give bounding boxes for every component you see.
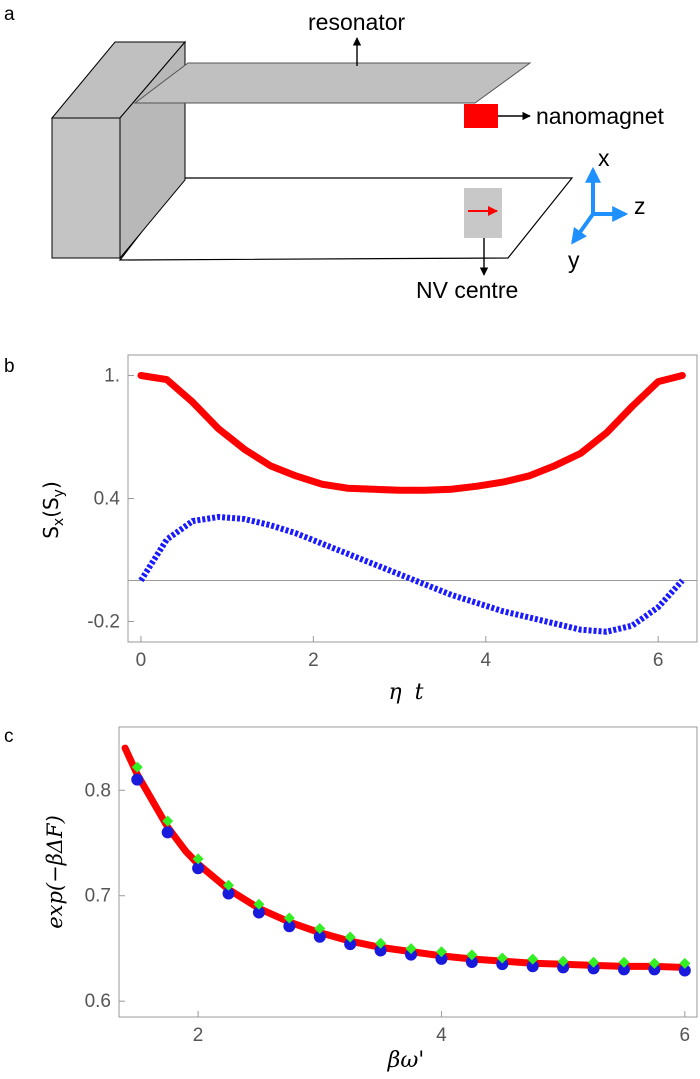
- substrate-plane: [118, 177, 574, 261]
- panel-c-series-blue-points-point-7: [344, 938, 357, 951]
- panel-c-series-green-points-point-6: [314, 923, 326, 935]
- panel-c-series-green-points-point-4: [253, 898, 265, 910]
- coordinate-axes: x z y: [568, 145, 646, 273]
- panel-c-series-green-points-point-1: [162, 815, 174, 827]
- panel-c-series-green-points-point-7: [344, 931, 356, 943]
- nv-centre-box: [464, 188, 502, 238]
- panel-c-series-blue-points-point-13: [526, 960, 539, 973]
- panel-b-frame: [127, 354, 698, 643]
- panel-c-series-blue-points-point-15: [587, 962, 600, 975]
- panel-c-series-blue-points-point-6: [313, 930, 326, 943]
- panel-c-series-green-points-point-10: [435, 946, 447, 958]
- panel-c-series-green-points-point-2: [192, 853, 204, 865]
- panel-c-series-blue-points-point-4: [252, 906, 265, 919]
- panel-c-ytick-label-0: 0.6: [85, 991, 111, 1012]
- panel-b-xtick-label-3: 6: [653, 650, 664, 671]
- panel-c-series-green-points-point-11: [466, 949, 478, 961]
- panel-b-xlabel-t: t: [415, 680, 424, 705]
- panel-c-series-green-points-point-17: [648, 957, 660, 969]
- panel-c-series-analytic-line: [121, 744, 689, 971]
- panel-c-series-green-points-point-14: [557, 955, 569, 967]
- panel-c-series-blue-points-point-2: [192, 862, 205, 875]
- panel-label-c: c: [4, 726, 14, 747]
- panel-c-series-blue-points-point-5: [283, 920, 296, 933]
- resonator-label: resonator: [308, 9, 406, 35]
- panel-c-xtick-label-2: 6: [680, 1025, 691, 1046]
- panel-c-series-green-points-point-15: [588, 956, 600, 968]
- panel-c-series-green-points-point-16: [618, 956, 630, 968]
- panel-c-frame: [118, 726, 698, 1018]
- panel-c-series-blue-points-point-9: [405, 948, 418, 961]
- panel-b-xlabel: η t: [388, 680, 423, 705]
- panel-b-ylabel-sub-y: y: [51, 489, 67, 497]
- panel-b-series-sy-line: [138, 513, 685, 635]
- panel-c-chart: c 2 4 6 0.6 0.7 0.8 βω' exp(−βΔF): [4, 726, 698, 1073]
- panel-b-ticks: 0 2 4 6 1. 0.4 -0.2: [87, 366, 663, 672]
- panel-b-chart: b 0 2 4 6 1. 0.4 -0.2 η t Sx(Sy): [4, 354, 698, 705]
- panel-b-ylabel: Sx(Sy): [39, 481, 67, 539]
- panel-b-ytick-label-0: 1.: [104, 366, 120, 387]
- panel-c-series-green-points-point-5: [283, 912, 295, 924]
- panel-c-series-blue-points-point-14: [557, 961, 570, 974]
- panel-c-series: [121, 744, 691, 977]
- panel-a-diagram: a nanomagnet resonator NV centre x z y: [4, 4, 664, 303]
- x-axis-label: x: [598, 145, 610, 171]
- panel-label-b: b: [4, 356, 15, 377]
- panel-label-a: a: [4, 4, 15, 25]
- panel-c-xtick-label-1: 4: [436, 1025, 447, 1046]
- z-axis-label: z: [634, 193, 646, 219]
- panel-c-ticks: 2 4 6 0.6 0.7 0.8: [85, 780, 691, 1046]
- nanomagnet-label: nanomagnet: [536, 103, 664, 129]
- panel-b-series-sx-line: [137, 372, 686, 494]
- panel-c-series-blue-points-point-1: [161, 826, 174, 839]
- panel-c-series-blue-points-point-0: [131, 773, 144, 786]
- panel-c-series-green-points-point-13: [527, 953, 539, 965]
- panel-c-series-green-points-point-3: [223, 879, 235, 891]
- panel-b-ylabel-open: (S: [39, 497, 63, 518]
- panel-c-series-green-points-point-12: [496, 952, 508, 964]
- support-block-front: [51, 117, 121, 259]
- panel-c-xtick-label-0: 2: [193, 1025, 204, 1046]
- nanomagnet: [464, 104, 498, 128]
- panel-c-series-green-points-point-8: [375, 937, 387, 949]
- panel-b-xtick-label-2: 4: [480, 650, 491, 671]
- panel-b-xtick-label-0: 0: [136, 650, 147, 671]
- panel-c-series-blue-points-point-10: [435, 952, 448, 965]
- panel-c-xlabel: βω': [387, 1048, 425, 1073]
- panel-c-ytick-label-2: 0.8: [85, 780, 111, 801]
- resonator-beam: [133, 62, 532, 104]
- panel-b-xtick-label-1: 2: [308, 650, 319, 671]
- panel-b-ylabel-close: ): [39, 481, 63, 489]
- panel-c-series-blue-points-point-8: [374, 944, 387, 957]
- panel-c-series-blue-points-point-17: [648, 963, 661, 976]
- panel-c-series-blue-points-point-12: [496, 958, 509, 971]
- panel-c-series-green-points-point-0: [131, 761, 143, 773]
- panel-b-xlabel-eta: η: [388, 680, 401, 705]
- panel-b-ytick-label-1: 0.4: [94, 489, 121, 510]
- panel-b-ylabel-s: S: [39, 526, 63, 539]
- panel-c-ytick-label-1: 0.7: [85, 886, 111, 907]
- panel-b-ytick-label-2: -0.2: [87, 612, 120, 633]
- nv-centre-label: NV centre: [416, 277, 518, 303]
- panel-b-ylabel-sub-x: x: [51, 518, 67, 526]
- y-axis-arrow: [571, 212, 595, 245]
- panel-b-series: [137, 372, 686, 635]
- panel-c-series-blue-points-point-3: [222, 887, 235, 900]
- panel-c-series-green-points-point-18: [679, 957, 691, 969]
- panel-c-series-blue-points-point-11: [465, 956, 478, 969]
- y-axis-label: y: [568, 247, 580, 273]
- panel-c-ylabel: exp(−βΔF): [43, 815, 67, 929]
- panel-c-series-green-points-point-9: [405, 943, 417, 955]
- panel-c-series-blue-points-point-18: [678, 964, 691, 977]
- panel-c-series-blue-points-point-16: [617, 963, 630, 976]
